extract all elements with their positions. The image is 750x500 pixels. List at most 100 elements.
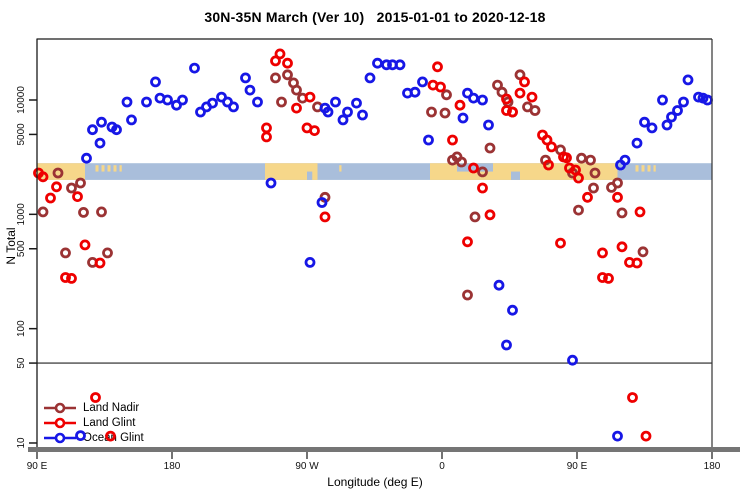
- data-point: [94, 257, 106, 269]
- data-point: [507, 106, 518, 118]
- x-tick-label: 90 E: [27, 461, 48, 472]
- data-point: [409, 86, 421, 98]
- legend: Land Nadir Land Glint Ocean Glint: [42, 400, 144, 445]
- data-point: [316, 197, 328, 208]
- data-point: [501, 105, 512, 116]
- data-point: [477, 94, 488, 106]
- data-point: [189, 62, 200, 74]
- legend-marker-ocean-glint: [44, 432, 76, 443]
- data-point: [126, 114, 137, 126]
- legend-label: Land Glint: [83, 416, 136, 429]
- data-point: [270, 55, 281, 67]
- y-tick-label: 5000: [16, 123, 27, 146]
- data-point: [381, 59, 392, 71]
- data-point: [402, 87, 413, 99]
- data-point: [195, 106, 206, 118]
- data-point: [319, 102, 331, 114]
- map-island-speck: [339, 165, 342, 172]
- data-point: [228, 101, 239, 113]
- data-point: [297, 92, 308, 104]
- data-point: [319, 191, 331, 203]
- data-point: [96, 206, 107, 218]
- data-point: [423, 134, 434, 146]
- data-point: [447, 154, 458, 166]
- data-point: [301, 122, 313, 134]
- data-point: [484, 142, 496, 154]
- data-point: [106, 121, 118, 133]
- data-point: [171, 99, 182, 111]
- data-point: [102, 247, 113, 259]
- data-point: [682, 74, 694, 86]
- map-ocean-notch: [457, 163, 493, 172]
- data-point: [141, 96, 152, 108]
- data-point: [288, 77, 299, 89]
- data-point: [319, 211, 331, 223]
- data-point: [484, 209, 496, 221]
- data-point: [603, 272, 614, 284]
- series-land_glint: [33, 48, 652, 442]
- data-point: [519, 76, 530, 88]
- data-point: [417, 76, 428, 88]
- data-point: [631, 137, 643, 149]
- data-point: [502, 96, 514, 108]
- data-point: [573, 172, 584, 184]
- data-point: [270, 72, 281, 84]
- legend-label: Ocean Glint: [83, 431, 144, 444]
- data-point: [678, 96, 689, 108]
- data-point: [612, 191, 623, 203]
- data-point: [150, 76, 161, 88]
- data-point: [282, 57, 293, 69]
- data-point: [558, 151, 569, 163]
- data-point: [304, 91, 316, 103]
- data-point: [522, 101, 533, 113]
- data-point: [573, 204, 584, 216]
- data-point: [462, 87, 473, 99]
- data-point: [468, 92, 479, 104]
- data-point: [616, 207, 628, 219]
- x-tick-label: 180: [164, 461, 181, 472]
- data-point: [501, 93, 512, 105]
- y-tick-label: 10: [16, 437, 27, 449]
- y-tick-label: 100: [16, 320, 27, 337]
- x-axis-label: Longitude (deg E): [327, 475, 423, 489]
- data-point: [693, 91, 704, 103]
- data-point: [454, 99, 466, 111]
- data-point: [514, 69, 526, 81]
- map-island-speck: [107, 165, 111, 172]
- data-point: [666, 111, 677, 123]
- data-point: [529, 105, 541, 116]
- data-point: [615, 159, 626, 171]
- data-point: [582, 191, 593, 203]
- data-point: [462, 236, 473, 248]
- map-island-speck: [641, 165, 645, 172]
- data-point: [616, 241, 628, 253]
- data-point: [702, 94, 713, 106]
- data-point: [372, 57, 383, 69]
- data-point: [60, 272, 71, 283]
- data-point: [216, 91, 227, 103]
- data-point: [597, 272, 608, 283]
- data-point: [304, 256, 316, 268]
- data-point: [462, 289, 473, 301]
- data-point: [162, 94, 173, 106]
- data-point: [627, 392, 638, 403]
- map-ocean-notch: [511, 171, 520, 180]
- map-island-speck: [647, 165, 651, 172]
- data-point: [477, 182, 488, 194]
- data-point: [79, 239, 91, 251]
- data-point: [432, 61, 443, 73]
- data-point: [75, 177, 86, 189]
- x-axis-bar: [28, 447, 740, 452]
- data-point: [357, 109, 368, 121]
- data-point: [657, 94, 668, 106]
- data-point: [66, 272, 77, 284]
- data-point: [555, 237, 566, 249]
- x-tick-label: 90 E: [567, 461, 588, 472]
- map-ocean-notch: [307, 171, 313, 180]
- data-point: [240, 72, 251, 84]
- data-point: [661, 119, 673, 131]
- data-point: [619, 154, 631, 166]
- data-point: [282, 69, 293, 81]
- data-point: [640, 430, 652, 442]
- data-point: [439, 107, 451, 119]
